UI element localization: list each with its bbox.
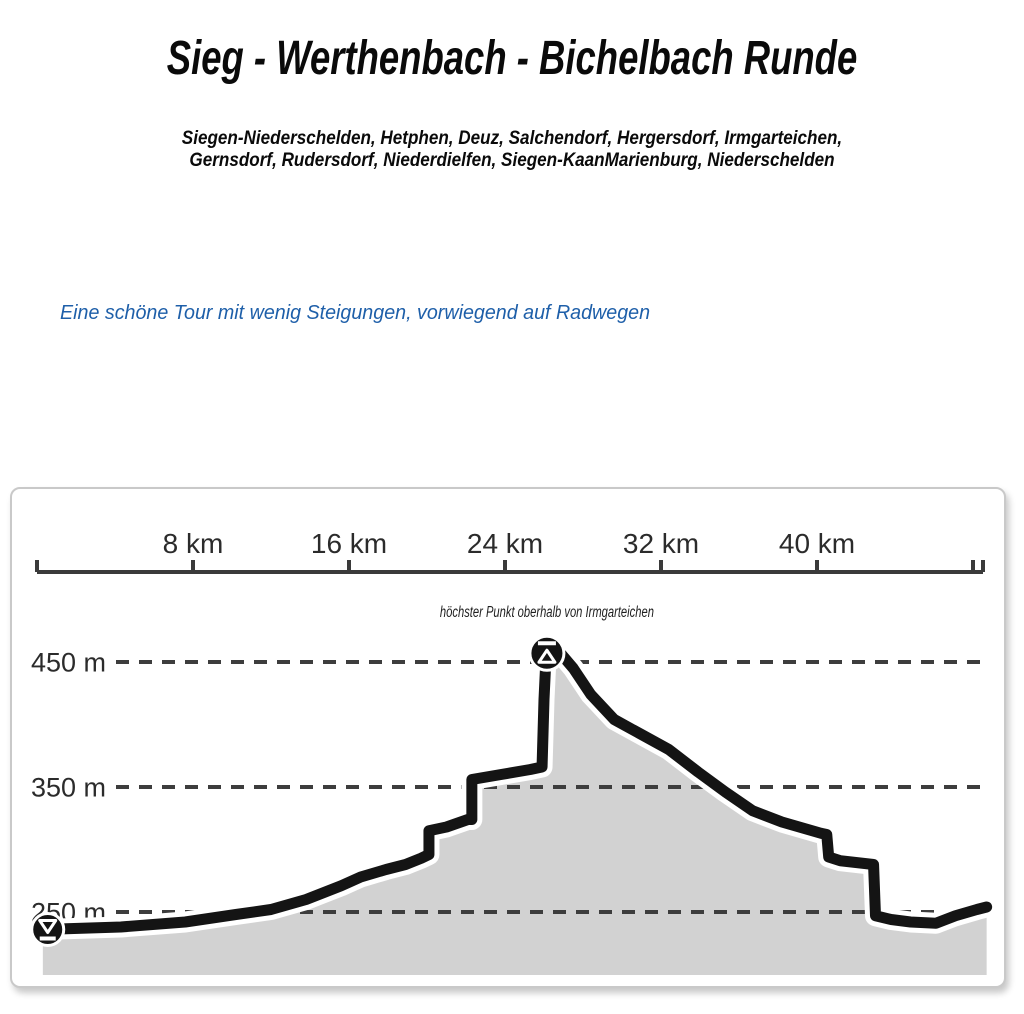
highest-point-annotation: höchster Punkt oberhalb von Irmgarteiche… xyxy=(440,604,654,621)
x-axis-label-32km: 32 km xyxy=(623,528,699,559)
elevation-area-fill xyxy=(42,653,987,975)
x-axis-label-8km: 8 km xyxy=(163,528,224,559)
route-places-line-1: Siegen-Niederschelden, Hetphen, Deuz, Sa… xyxy=(181,128,843,149)
x-axis-label-24km: 24 km xyxy=(467,528,543,559)
tour-description: Eine schöne Tour mit wenig Steigungen, v… xyxy=(60,301,651,324)
highest-point-marker xyxy=(528,634,566,672)
x-axis-label-16km: 16 km xyxy=(311,528,387,559)
y-axis-label-350m: 350 m xyxy=(31,773,106,803)
lowest-point-icon xyxy=(30,912,66,947)
x-axis: 8 km 16 km 24 km 32 km 40 km xyxy=(35,528,985,574)
route-places-line-2: Gernsdorf, Rudersdorf, Niederdielfen, Si… xyxy=(189,150,835,171)
x-axis-label-40km: 40 km xyxy=(779,528,855,559)
y-axis-label-450m: 450 m xyxy=(31,648,106,678)
start-lowest-point-marker xyxy=(30,912,66,947)
page-title: Sieg - Werthenbach - Bichelbach Runde xyxy=(166,32,858,85)
route-places-subtitle: Siegen-Niederschelden, Hetphen, Deuz, Sa… xyxy=(51,128,973,172)
